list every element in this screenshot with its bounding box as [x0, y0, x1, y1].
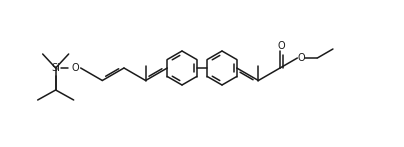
- Text: O: O: [72, 63, 80, 73]
- Text: Si: Si: [51, 63, 60, 73]
- Text: O: O: [277, 41, 285, 51]
- Text: O: O: [297, 53, 305, 63]
